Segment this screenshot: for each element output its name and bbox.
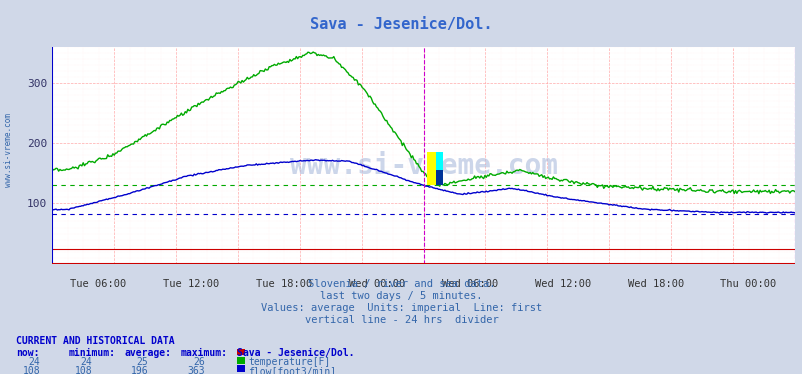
Text: www.si-vreme.com: www.si-vreme.com [290, 152, 557, 180]
Text: Sava - Jesenice/Dol.: Sava - Jesenice/Dol. [310, 17, 492, 32]
Text: Slovenia / river and sea data.: Slovenia / river and sea data. [307, 279, 495, 289]
Text: Tue 06:00: Tue 06:00 [71, 279, 127, 289]
Text: average:: average: [124, 348, 172, 358]
Text: 24: 24 [80, 357, 92, 367]
Text: Tue 12:00: Tue 12:00 [163, 279, 219, 289]
Text: 108: 108 [75, 366, 92, 374]
Text: temperature[F]: temperature[F] [248, 357, 330, 367]
Text: Wed 18:00: Wed 18:00 [627, 279, 683, 289]
Text: 108: 108 [22, 366, 40, 374]
Bar [435, 152, 443, 171]
Text: Tue 18:00: Tue 18:00 [256, 279, 312, 289]
Text: Wed 00:00: Wed 00:00 [349, 279, 405, 289]
Text: now:: now: [16, 348, 39, 358]
Text: Wed 12:00: Wed 12:00 [534, 279, 590, 289]
Text: last two days / 5 minutes.: last two days / 5 minutes. [320, 291, 482, 301]
Text: maximum:: maximum: [180, 348, 228, 358]
Bar [426, 152, 435, 186]
Text: 26: 26 [192, 357, 205, 367]
Text: Values: average  Units: imperial  Line: first: Values: average Units: imperial Line: fi… [261, 303, 541, 313]
Text: vertical line - 24 hrs  divider: vertical line - 24 hrs divider [304, 315, 498, 325]
Bar [435, 171, 443, 186]
Text: 24: 24 [28, 357, 40, 367]
Text: 363: 363 [187, 366, 205, 374]
Text: CURRENT AND HISTORICAL DATA: CURRENT AND HISTORICAL DATA [16, 336, 175, 346]
Text: www.si-vreme.com: www.si-vreme.com [3, 113, 13, 187]
Text: flow[foot3/min]: flow[foot3/min] [248, 366, 336, 374]
Text: Wed 06:00: Wed 06:00 [441, 279, 497, 289]
Text: minimum:: minimum: [68, 348, 115, 358]
Text: 196: 196 [131, 366, 148, 374]
Text: 25: 25 [136, 357, 148, 367]
Text: Thu 00:00: Thu 00:00 [719, 279, 776, 289]
Text: Sava - Jesenice/Dol.: Sava - Jesenice/Dol. [237, 348, 354, 358]
